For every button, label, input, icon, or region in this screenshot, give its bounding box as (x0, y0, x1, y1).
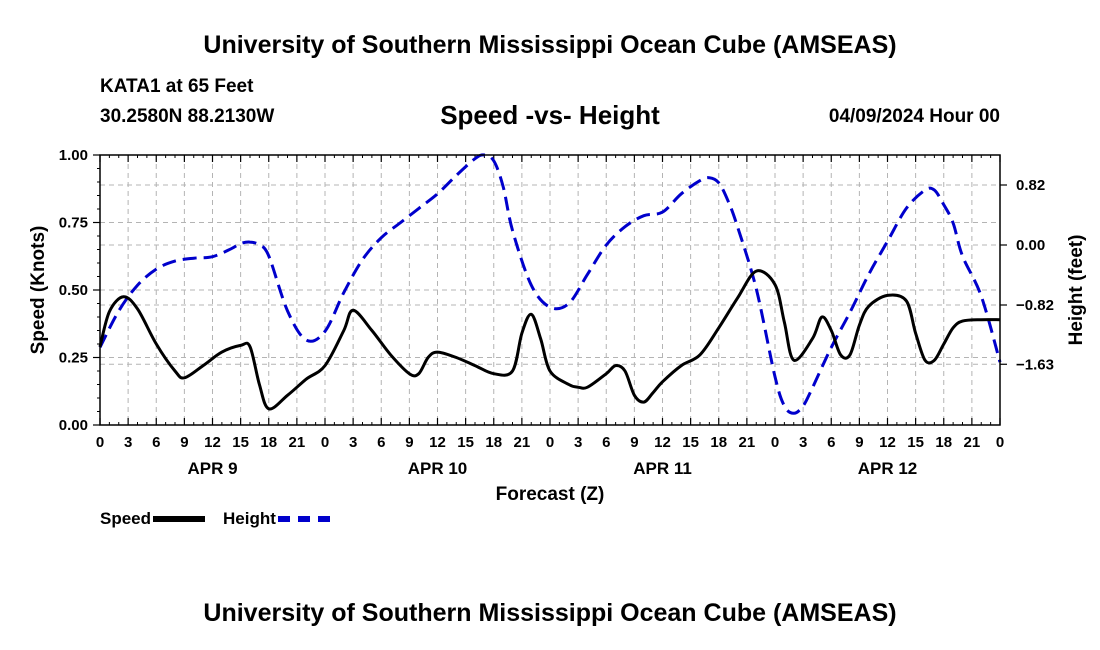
x-tick-label: 15 (457, 434, 474, 451)
x-tick-label: 3 (799, 434, 807, 451)
x-tick-label: 0 (771, 434, 779, 451)
x-tick-label: 9 (630, 434, 638, 451)
speed-series-line (98, 269, 1001, 411)
y2-tick-label: −0.82 (1016, 297, 1054, 314)
x-tick-label: 12 (654, 434, 671, 451)
x-tick-label: 9 (855, 434, 863, 451)
x-tick-label: 6 (377, 434, 385, 451)
y2-tick-label: 0.82 (1016, 177, 1045, 194)
x-tick-label: 6 (602, 434, 610, 451)
chart-title: University of Southern Mississippi Ocean… (203, 31, 897, 59)
legend-item-speed: Speed (100, 509, 206, 529)
legend-item-height: Height (223, 509, 330, 529)
day-label: APR 9 (187, 459, 237, 478)
x-tick-label: 18 (260, 434, 277, 451)
grid-lines (100, 155, 1000, 425)
x-tick-label: 12 (879, 434, 896, 451)
legend: Speed Height (100, 509, 348, 529)
legend-speed-label: Speed (100, 509, 152, 528)
x-tick-label: 0 (546, 434, 554, 451)
x-tick-label: 9 (405, 434, 413, 451)
y2-tick-label: −1.63 (1016, 356, 1054, 373)
x-tick-label: 3 (124, 434, 132, 451)
x-tick-label: 0 (96, 434, 104, 451)
x-tick-label: 15 (907, 434, 924, 451)
y2-axis-label: Height (feet) (1066, 235, 1087, 346)
x-tick-label: 21 (964, 434, 981, 451)
height-series-line (98, 153, 1002, 415)
x-tick-label: 18 (485, 434, 502, 451)
forecast-datetime: 04/09/2024 Hour 00 (828, 106, 1000, 127)
x-tick-label: 21 (514, 434, 531, 451)
y2-tick-label: 0.00 (1016, 237, 1045, 254)
y-tick-label: 0.75 (59, 215, 88, 232)
x-tick-label: 3 (349, 434, 357, 451)
x-axis-label: Forecast (Z) (496, 484, 605, 505)
x-tick-label: 12 (204, 434, 221, 451)
x-tick-label: 3 (574, 434, 582, 451)
x-tick-label: 6 (827, 434, 835, 451)
day-label: APR 10 (408, 459, 468, 478)
legend-height-swatch (277, 516, 330, 522)
x-tick-label: 18 (710, 434, 727, 451)
y-tick-label: 0.00 (59, 417, 88, 434)
x-tick-label: 12 (429, 434, 446, 451)
day-label: APR 12 (858, 459, 918, 478)
x-tick-label: 6 (152, 434, 160, 451)
x-tick-label: 15 (232, 434, 249, 451)
footer-title: University of Southern Mississippi Ocean… (203, 599, 897, 627)
station-coordinates: 30.2580N 88.2130W (100, 106, 275, 127)
x-tick-label: 21 (739, 434, 756, 451)
x-tick-label: 0 (996, 434, 1004, 451)
x-tick-label: 0 (321, 434, 329, 451)
data-series (98, 153, 1002, 415)
legend-height-label: Height (223, 509, 276, 528)
x-tick-label: 18 (935, 434, 952, 451)
day-label: APR 11 (633, 459, 692, 478)
chart-subtitle: Speed -vs- Height (440, 100, 660, 130)
x-tick-label: 15 (682, 434, 699, 451)
x-tick-label: 21 (289, 434, 306, 451)
legend-speed-swatch (153, 516, 206, 522)
tick-labels: 0 3 6 9 12 15 18 21 0 3 6 9 12 15 18 21 0 3 6 9 12 15 18 21 0 3 6 9… (59, 147, 1054, 478)
y-axis-label: Speed (Knots) (28, 226, 49, 355)
station-label: KATA1 at 65 Feet (100, 76, 254, 97)
y-tick-label: 0.25 (59, 350, 88, 367)
y-tick-label: 1.00 (59, 147, 88, 164)
x-tick-label: 9 (180, 434, 188, 451)
y-tick-label: 0.50 (59, 282, 88, 299)
plot-frame (99, 154, 1001, 426)
